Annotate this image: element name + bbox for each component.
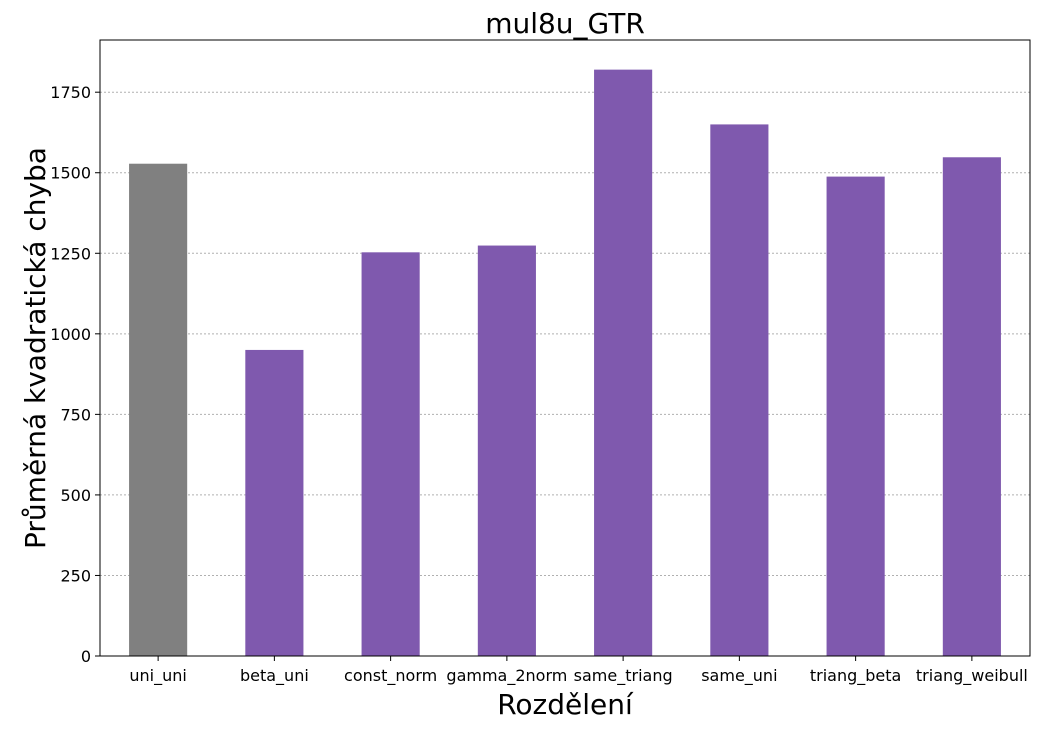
y-tick-label: 750 xyxy=(60,405,91,424)
bars xyxy=(129,69,1001,657)
y-tick-label: 250 xyxy=(60,566,91,585)
x-tick-label: same_uni xyxy=(701,666,777,686)
bar-const_norm xyxy=(361,252,420,656)
y-axis-ticks: 0 250 500 750 1000 1250 1500 1750 xyxy=(50,83,100,666)
y-tick-label: 1750 xyxy=(50,83,91,102)
x-tick-label: const_norm xyxy=(344,666,437,686)
bar-gamma_2norm xyxy=(477,245,536,657)
x-tick-label: same_triang xyxy=(574,666,673,686)
x-tick-label: gamma_2norm xyxy=(446,666,567,686)
y-tick-label: 1250 xyxy=(50,244,91,263)
y-axis-label: Průměrná kvadratická chyba xyxy=(19,147,52,549)
bar-triang_beta xyxy=(826,176,885,656)
x-axis-ticks: uni_uni beta_uni const_norm gamma_2norm same… xyxy=(129,656,1028,686)
x-tick-label: triang_weibull xyxy=(916,666,1028,686)
y-tick-label: 500 xyxy=(60,486,91,505)
bar-same_triang xyxy=(594,69,653,657)
x-tick-label: beta_uni xyxy=(240,666,309,686)
y-tick-label: 1500 xyxy=(50,164,91,183)
x-tick-label: uni_uni xyxy=(129,666,186,686)
x-tick-label: triang_beta xyxy=(810,666,901,686)
x-axis-label: Rozdělení xyxy=(497,688,634,721)
gridlines xyxy=(100,91,1030,576)
bar-uni_uni xyxy=(129,163,188,656)
y-tick-label: 0 xyxy=(81,647,91,666)
y-tick-label: 1000 xyxy=(50,325,91,344)
bar-beta_uni xyxy=(245,349,304,656)
bar-same_uni xyxy=(710,124,769,657)
bar-triang_weibull xyxy=(942,157,1001,656)
plot-frame xyxy=(99,39,1031,657)
chart-title: mul8u_GTR xyxy=(485,7,645,40)
